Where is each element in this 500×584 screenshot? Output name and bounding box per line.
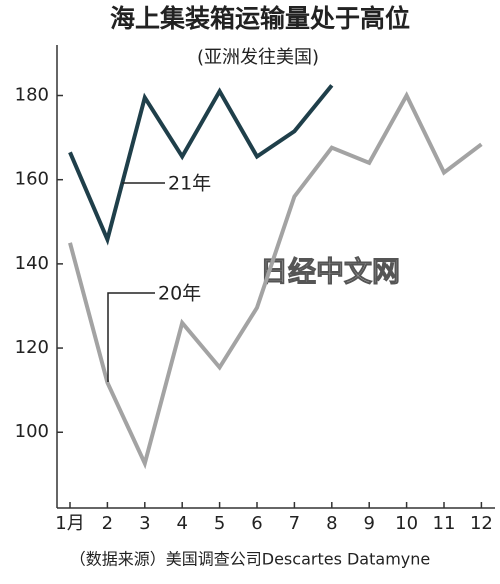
y-tick-label: 140 <box>15 253 49 274</box>
x-tick-label: 2 <box>102 513 113 534</box>
x-tick-label: 6 <box>251 513 262 534</box>
source-note: （数据来源）美国调查公司Descartes Datamyne <box>70 550 430 569</box>
y-tick-label: 180 <box>15 85 49 106</box>
chart-title: 海上集装箱运输量处于高位 <box>110 4 410 33</box>
x-tick-label: 8 <box>326 513 337 534</box>
x-tick-label: 11 <box>433 513 456 534</box>
x-tick-label: 5 <box>214 513 225 534</box>
watermark: 日经中文网 <box>260 255 400 288</box>
x-tick-label: 9 <box>363 513 374 534</box>
y-tick-label: 100 <box>15 421 49 442</box>
chart-subtitle: (亚洲发往美国) <box>197 47 319 68</box>
y-tick-label: 160 <box>15 169 49 190</box>
x-tick-label: 3 <box>139 513 150 534</box>
y-tick-label: 120 <box>15 337 49 358</box>
series-line <box>68 91 483 470</box>
series-label: 20年 <box>158 283 201 305</box>
x-tick-label: 1月 <box>55 513 84 534</box>
x-tick-label: 12 <box>470 513 493 534</box>
series-line <box>68 84 334 246</box>
x-tick-label: 10 <box>395 513 418 534</box>
series-label: 21年 <box>168 173 211 195</box>
leader-line <box>107 292 155 382</box>
x-tick-label: 7 <box>289 513 300 534</box>
x-tick-label: 4 <box>176 513 187 534</box>
